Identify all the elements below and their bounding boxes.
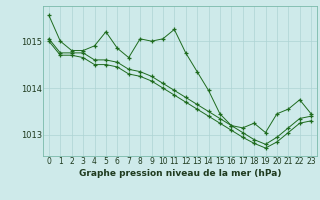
X-axis label: Graphe pression niveau de la mer (hPa): Graphe pression niveau de la mer (hPa) xyxy=(79,169,281,178)
